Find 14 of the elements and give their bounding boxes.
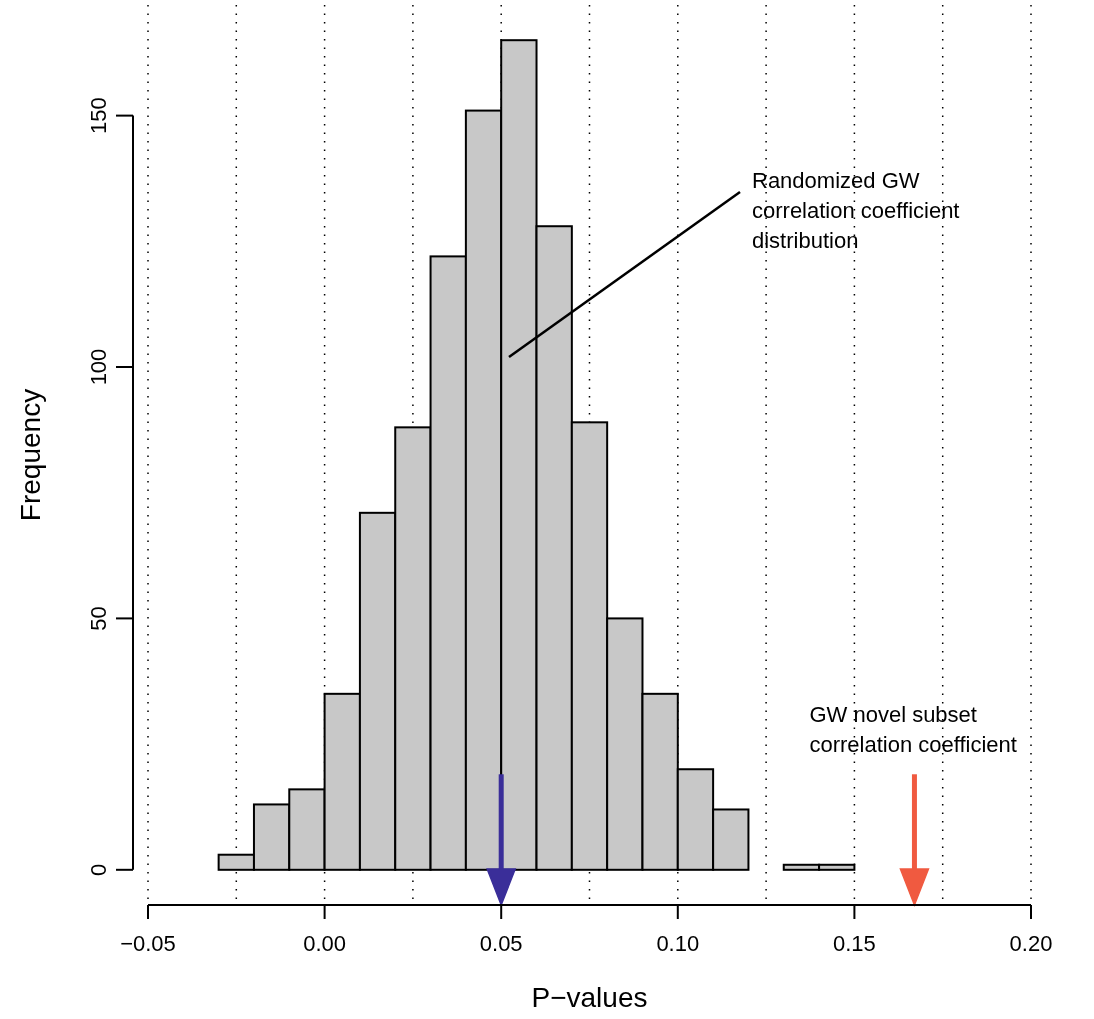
y-axis-title: Frequency xyxy=(15,388,46,522)
x-tick-label: 0.05 xyxy=(479,931,523,956)
x-tick-label: −0.05 xyxy=(120,931,176,956)
annotation: Randomized GW correlation coefficient distribution xyxy=(752,168,960,253)
x-tick-label: 0.10 xyxy=(656,931,700,956)
y-tick-label: 150 xyxy=(86,97,111,134)
ref-line-label: GW novel subset correlation coefficient xyxy=(809,702,1017,758)
x-tick-label: 0.20 xyxy=(1009,931,1053,956)
x-tick-label: 0.00 xyxy=(303,931,347,956)
x-tick-label: 0.15 xyxy=(832,931,876,956)
y-tick-label: 0 xyxy=(86,863,111,876)
y-tick-label: 100 xyxy=(86,348,111,386)
x-axis-title: P−values xyxy=(531,982,648,1013)
y-tick-label: 50 xyxy=(86,606,111,631)
